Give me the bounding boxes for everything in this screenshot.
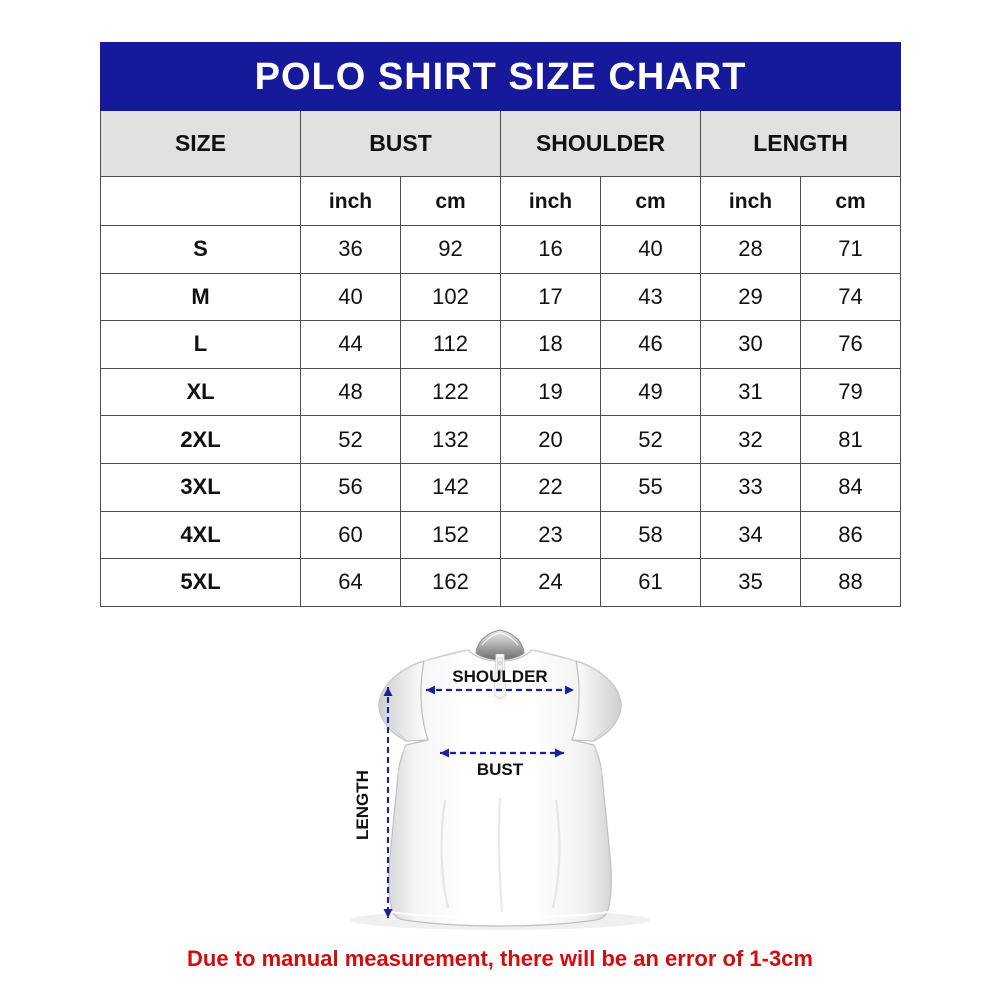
svg-text:SHOULDER: SHOULDER [452,667,547,686]
svg-text:BUST: BUST [477,760,524,779]
svg-text:LENGTH: LENGTH [353,770,372,840]
